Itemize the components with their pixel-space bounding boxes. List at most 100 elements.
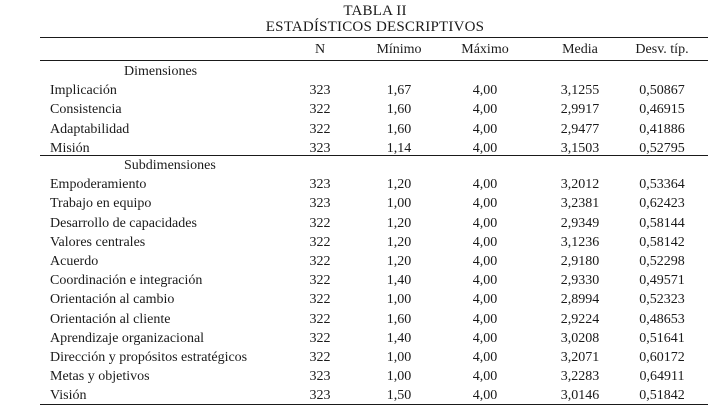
table-row: Valores centrales 322 1,20 4,00 3,1236 0,5814… <box>0 233 710 252</box>
table-row: Dirección y propósitos estratégicos 322 1,… <box>0 348 710 367</box>
table-subtitle: ESTADÍSTICOS DESCRIPTIVOS <box>265 19 485 35</box>
cell-mean: 2,9349 <box>560 215 600 231</box>
cell-sd: 0,46915 <box>639 102 685 118</box>
row-label: Trabajo en equipo <box>50 196 152 212</box>
header-row: N Mínimo Máximo Media Desv. típ. <box>0 40 710 59</box>
cell-min: 1,40 <box>386 273 412 289</box>
cell-n: 322 <box>309 234 331 250</box>
cell-n: 322 <box>309 102 331 118</box>
table-row: Empoderamiento 323 1,20 4,00 3,2012 0,53364 <box>0 175 710 194</box>
row-label: Dirección y propósitos estratégicos <box>50 350 248 365</box>
table-row: Acuerdo 322 1,20 4,00 2,9180 0,52298 <box>0 252 710 271</box>
table-row: Trabajo en equipo 323 1,00 4,00 3,2381 0,6242… <box>0 194 710 213</box>
cell-mean: 3,2381 <box>560 196 600 212</box>
cell-min: 1,50 <box>386 388 412 404</box>
header-n: N <box>314 42 326 57</box>
cell-sd: 0,58142 <box>639 234 685 250</box>
row-label: Orientación al cambio <box>50 292 175 308</box>
header-sd: Desv. típ. <box>635 42 689 57</box>
cell-min: 1,20 <box>386 234 412 250</box>
cell-mean: 2,9224 <box>560 311 600 327</box>
row-label: Consistencia <box>50 102 122 118</box>
header-mean: Media <box>562 42 598 57</box>
section-header: Subdimensiones <box>0 156 710 175</box>
row-label: Aprendizaje organizacional <box>50 330 205 346</box>
row-label: Desarrollo de capacidades <box>50 215 197 231</box>
cell-max: 4,00 <box>472 388 498 404</box>
row-label: Misión <box>50 140 90 156</box>
cell-n: 323 <box>309 196 331 212</box>
cell-sd: 0,64911 <box>639 369 685 385</box>
cell-sd: 0,49571 <box>639 273 685 289</box>
cell-mean: 3,1503 <box>560 140 600 156</box>
cell-mean: 3,1255 <box>560 83 600 99</box>
cell-max: 4,00 <box>472 83 498 99</box>
row-label: Acuerdo <box>50 254 99 269</box>
cell-sd: 0,48653 <box>639 311 685 327</box>
row-label: Orientación al cliente <box>50 311 171 327</box>
cell-mean: 2,8994 <box>560 292 600 308</box>
section-divider <box>40 155 708 156</box>
cell-min: 1,00 <box>386 350 412 365</box>
row-label: Adaptabilidad <box>50 121 130 137</box>
cell-n: 323 <box>309 140 331 156</box>
cell-min: 1,00 <box>386 292 412 308</box>
cell-mean: 2,9917 <box>560 102 600 118</box>
cell-n: 323 <box>309 83 331 99</box>
cell-max: 4,00 <box>472 311 498 327</box>
cell-sd: 0,52323 <box>639 292 685 308</box>
table-row: Implicación 323 1,67 4,00 3,1255 0,50867 <box>0 81 710 100</box>
table-row: Aprendizaje organizacional 322 1,40 4,00 3,0… <box>0 329 710 348</box>
table-row: Adaptabilidad 322 1,60 4,00 2,9477 0,41886 <box>0 120 710 139</box>
row-label: Empoderamiento <box>50 177 147 193</box>
cell-n: 323 <box>309 388 331 404</box>
cell-max: 4,00 <box>472 330 498 346</box>
cell-n: 322 <box>309 292 331 308</box>
header-rule <box>40 60 708 61</box>
cell-max: 4,00 <box>472 234 498 250</box>
row-label: Implicación <box>50 83 117 99</box>
cell-mean: 3,0146 <box>560 388 600 404</box>
cell-min: 1,20 <box>386 215 412 231</box>
cell-sd: 0,53364 <box>639 177 685 193</box>
cell-max: 4,00 <box>472 273 498 289</box>
cell-sd: 0,51842 <box>639 388 685 404</box>
cell-min: 1,00 <box>386 196 412 212</box>
top-rule <box>40 37 708 38</box>
cell-n: 322 <box>309 215 331 231</box>
section-label: Dimensiones <box>124 64 198 79</box>
cell-sd: 0,50867 <box>639 83 685 99</box>
cell-max: 4,00 <box>472 140 498 156</box>
cell-min: 1,60 <box>386 311 412 327</box>
cell-max: 4,00 <box>472 121 498 137</box>
cell-sd: 0,52795 <box>639 140 685 156</box>
cell-sd: 0,62423 <box>639 196 685 212</box>
cell-mean: 3,2283 <box>560 369 600 385</box>
cell-n: 322 <box>309 311 331 327</box>
cell-min: 1,20 <box>386 254 412 269</box>
cell-mean: 2,9180 <box>560 254 600 269</box>
cell-mean: 3,2071 <box>560 350 600 365</box>
cell-mean: 2,9477 <box>560 121 600 137</box>
header-max: Máximo <box>461 42 509 57</box>
cell-max: 4,00 <box>472 350 498 365</box>
cell-mean: 3,1236 <box>560 234 600 250</box>
row-label: Metas y objetivos <box>50 369 150 385</box>
cell-sd: 0,51641 <box>639 330 685 346</box>
cell-min: 1,20 <box>386 177 412 193</box>
row-label: Visión <box>50 388 87 404</box>
cell-mean: 3,2012 <box>560 177 600 193</box>
cell-n: 323 <box>309 177 331 193</box>
cell-sd: 0,52298 <box>639 254 685 269</box>
row-label: Coordinación e integración <box>50 273 203 289</box>
cell-max: 4,00 <box>472 102 498 118</box>
cell-min: 1,14 <box>386 140 412 156</box>
table-row: Orientación al cliente 322 1,60 4,00 2,9224 0… <box>0 310 710 329</box>
table-row: Misión 323 1,14 4,00 3,1503 0,52795 <box>0 139 710 158</box>
cell-n: 322 <box>309 330 331 346</box>
cell-max: 4,00 <box>472 177 498 193</box>
cell-mean: 2,9330 <box>560 273 600 289</box>
cell-max: 4,00 <box>472 215 498 231</box>
cell-n: 322 <box>309 121 331 137</box>
cell-min: 1,60 <box>386 102 412 118</box>
